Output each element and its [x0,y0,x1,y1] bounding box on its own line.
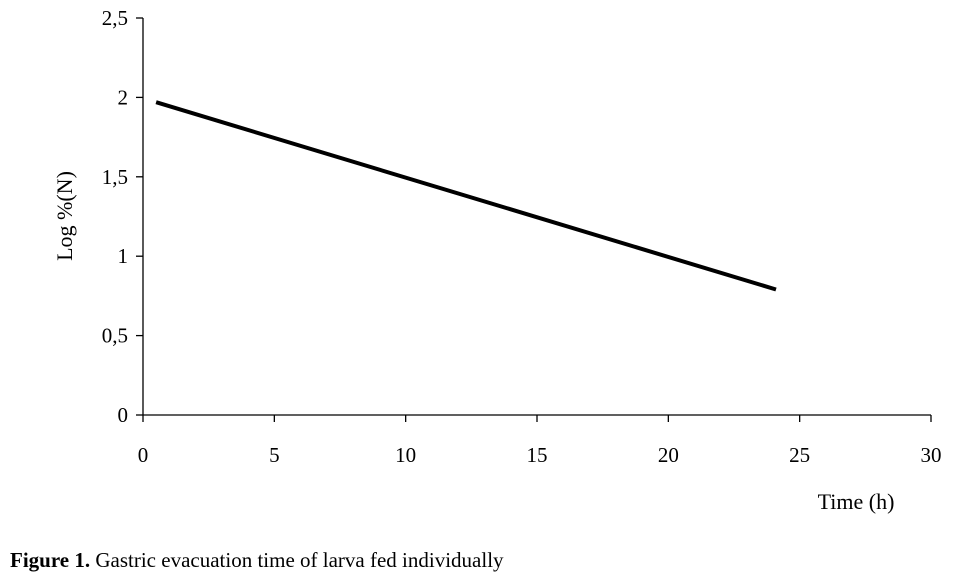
y-axis-title: Log %(N) [52,171,77,261]
y-tick-label: 0,5 [102,324,128,348]
x-tick-label: 5 [269,443,280,467]
x-tick-label: 30 [921,443,942,467]
y-tick-label: 2,5 [102,6,128,30]
plot-series [155,100,777,292]
y-tick-label: 2 [118,85,129,109]
y-ticks: 0 0,5 1 1,5 2 2,5 [102,6,143,427]
x-tick-label: 15 [527,443,548,467]
y-tick-label: 0 [118,403,129,427]
x-axis: 0 5 10 15 20 25 30 Time (h) [138,414,942,514]
figure-caption: Figure 1. Gastric evacuation time of lar… [10,548,504,573]
y-tick-label: 1,5 [102,165,128,189]
line-chart: 0 0,5 1 1,5 2 2,5 Log %(N) 0 5 10 15 20 25 30 Time … [52,6,942,514]
x-tick-label: 10 [395,443,416,467]
caption-text: Gastric evacuation time of larva fed ind… [90,548,504,572]
y-axis: 0 0,5 1 1,5 2 2,5 Log %(N) [52,6,144,427]
series-line [155,100,777,292]
x-ticks: 0 5 10 15 20 25 30 [138,415,942,467]
caption-label: Figure 1. [10,548,91,572]
x-tick-label: 0 [138,443,149,467]
x-tick-label: 20 [658,443,679,467]
x-tick-label: 25 [789,443,810,467]
y-tick-label: 1 [118,244,129,268]
x-axis-title: Time (h) [818,489,895,514]
